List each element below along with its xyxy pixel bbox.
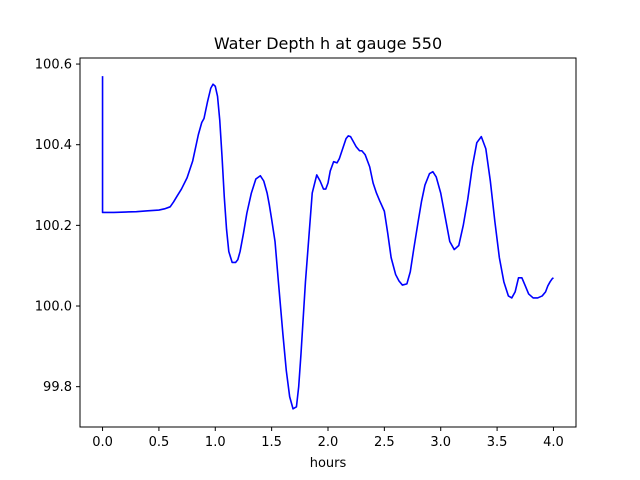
x-axis: 0.0 0.5 1.0 1.5 2.0 2.5 3.0 3.5 4.0 [92,427,564,450]
y-axis: 99.8 100.0 100.2 100.4 100.6 [35,58,80,395]
y-tick-label: 100.6 [35,58,72,73]
plot-frame [79,57,577,428]
x-tick-label: 4.0 [543,435,564,450]
y-tick-label: 100.4 [35,138,72,153]
x-axis-label: hours [310,456,347,471]
x-tick-label: 0.0 [92,435,113,450]
x-tick-label: 2.0 [318,435,339,450]
x-tick-label: 0.5 [149,435,170,450]
plot-area [101,76,554,410]
x-tick-label: 1.5 [261,435,282,450]
x-tick-label: 1.0 [205,435,226,450]
y-tick-label: 100.0 [35,300,72,315]
chart-title: Water Depth h at gauge 550 [214,34,442,53]
y-tick-label: 99.8 [43,380,72,395]
x-tick-label: 3.0 [430,435,451,450]
y-tick-label: 100.2 [35,219,72,234]
series-line-water-depth [101,76,554,410]
x-tick-label: 3.5 [487,435,508,450]
x-tick-label: 2.5 [374,435,395,450]
